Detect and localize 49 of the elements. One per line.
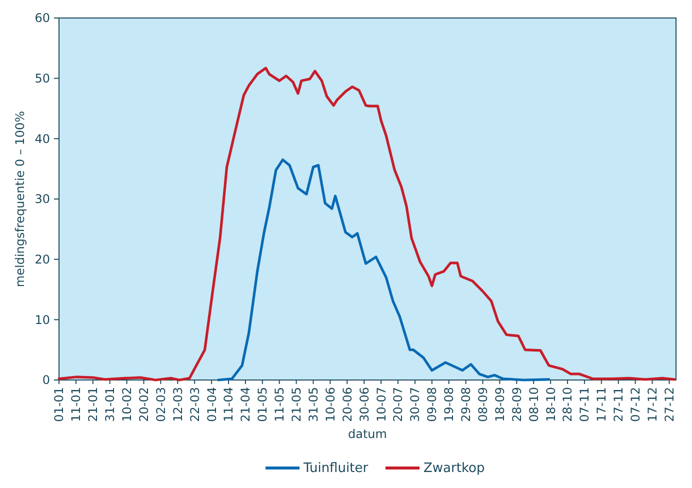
x-tick-label: 21-01 xyxy=(86,387,100,422)
x-tick-label: 21-05 xyxy=(290,387,304,422)
x-tick-label: 30-07 xyxy=(408,387,422,422)
x-tick-label: 01-01 xyxy=(52,387,66,422)
x-tick-label: 07-11 xyxy=(578,387,592,422)
x-tick-label: 31-05 xyxy=(306,387,320,422)
x-tick-label: 11-04 xyxy=(222,387,236,422)
x-tick-label: 08-10 xyxy=(526,387,541,422)
x-tick-label: 17-12 xyxy=(645,387,660,422)
x-axis-title: datum xyxy=(348,427,387,441)
x-tick-label: 01-04 xyxy=(204,387,219,422)
x-tick-label: 08-09 xyxy=(476,387,490,422)
y-tick-label: 30 xyxy=(34,192,50,206)
x-tick-label: 22-03 xyxy=(188,387,202,422)
legend-label: Zwartkop xyxy=(424,461,485,476)
y-tick-label: 60 xyxy=(34,11,50,26)
x-tick-label: 17-11 xyxy=(594,387,609,422)
x-tick-label: 01-05 xyxy=(256,387,270,422)
x-tick-label: 30-06 xyxy=(357,387,372,422)
x-tick-label: 27-12 xyxy=(662,387,676,422)
x-tick-label: 10-02 xyxy=(120,387,134,422)
y-tick-label: 20 xyxy=(34,252,50,267)
y-tick-label: 50 xyxy=(34,72,50,86)
y-axis-title: meldingsfrequentie 0 – 100% xyxy=(13,110,27,288)
x-tick-label: 18-10 xyxy=(544,387,558,422)
x-tick-label: 11-01 xyxy=(69,387,84,422)
x-tick-label: 31-01 xyxy=(103,387,118,422)
legend-label: Tuinfluiter xyxy=(302,461,369,476)
x-tick-label: 21-04 xyxy=(238,387,253,422)
x-tick-label: 02-03 xyxy=(154,387,168,422)
x-tick-label: 20-07 xyxy=(391,387,406,422)
x-tick-label: 27-11 xyxy=(612,387,626,422)
x-tick-label: 20-06 xyxy=(340,387,354,422)
x-tick-label: 10-06 xyxy=(323,387,338,422)
y-tick-label: 40 xyxy=(34,132,50,146)
x-tick-label: 18-09 xyxy=(492,387,507,422)
line-series xyxy=(217,158,550,382)
x-tick-label: 28-10 xyxy=(560,387,575,422)
y-tick-label: 0 xyxy=(42,373,50,388)
x-tick-label: 20-02 xyxy=(136,387,151,422)
x-tick-label: 09-08 xyxy=(425,387,440,422)
x-tick-label: 28-09 xyxy=(510,387,524,422)
x-tick-label: 07-12 xyxy=(628,387,643,422)
x-tick-label: 10-07 xyxy=(374,387,388,422)
y-tick-label: 10 xyxy=(34,312,50,327)
x-tick-label: 11-05 xyxy=(272,387,287,422)
x-tick-label: 29-08 xyxy=(459,387,474,422)
x-tick-label: 12-03 xyxy=(170,387,185,422)
x-tick-label: 19-08 xyxy=(442,387,456,422)
